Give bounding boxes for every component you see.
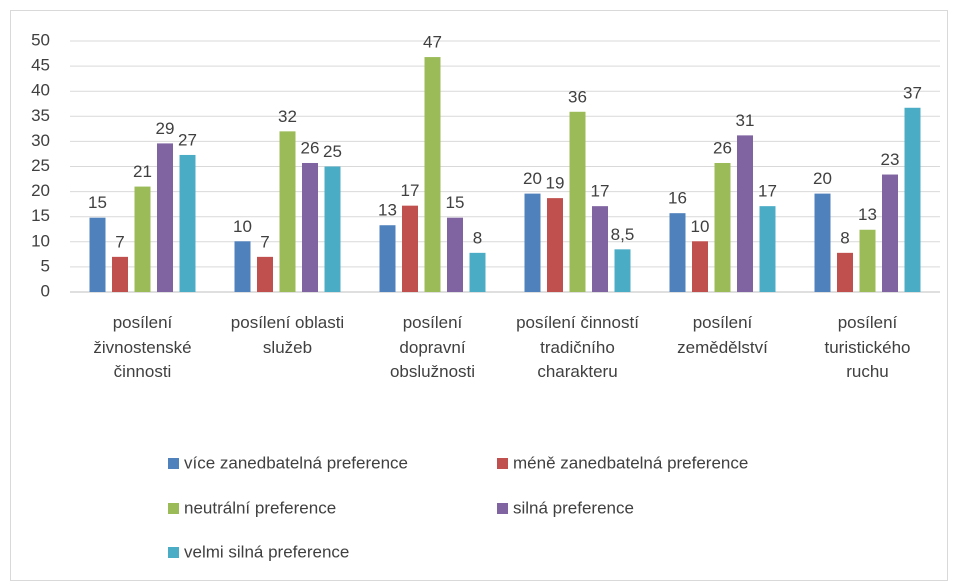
x-tick-label: posílení živnostenské činnosti [93, 313, 192, 381]
legend-swatch [168, 458, 179, 469]
data-label: 26 [301, 138, 320, 157]
bar [279, 131, 296, 292]
data-label: 8,5 [611, 225, 635, 244]
bar [469, 252, 486, 292]
data-label: 8 [473, 228, 482, 247]
bar [569, 111, 586, 292]
bar [592, 206, 608, 292]
data-label: 26 [713, 138, 732, 157]
bar [179, 154, 196, 292]
bar [547, 198, 563, 292]
y-tick-label: 45 [31, 56, 50, 75]
x-tick-label: posílení turistického ruchu [824, 313, 911, 381]
bar [134, 186, 151, 292]
bar [759, 206, 776, 292]
x-tick-label: posílení zemědělství [677, 313, 768, 357]
legend-swatch [497, 503, 508, 514]
y-tick-label: 30 [31, 131, 50, 150]
x-tick-label: posílení činností tradičního charakteru [516, 313, 639, 381]
data-label: 23 [881, 150, 900, 169]
data-label: 10 [691, 217, 710, 236]
x-tick-label: posílení dopravní obslužnosti [389, 313, 476, 381]
data-label: 31 [736, 111, 755, 130]
data-label: 47 [423, 33, 442, 52]
data-label: 17 [401, 181, 420, 200]
data-label: 29 [156, 119, 175, 138]
data-label: 21 [133, 162, 152, 181]
y-tick-label: 35 [31, 106, 50, 125]
data-label: 25 [323, 142, 342, 161]
data-label: 17 [591, 182, 610, 201]
legend-swatch [168, 547, 179, 558]
bar [524, 193, 541, 292]
legend-label: neutrální preference [184, 498, 336, 517]
bar [89, 217, 106, 292]
bar [669, 213, 686, 292]
bar [424, 57, 441, 293]
data-label: 7 [115, 232, 124, 251]
data-label: 15 [88, 193, 107, 212]
bar [447, 217, 463, 292]
y-tick-label: 10 [31, 231, 50, 250]
bar [234, 241, 251, 292]
legend-swatch [497, 458, 508, 469]
bar [112, 256, 128, 292]
data-label: 20 [523, 169, 542, 188]
bar [302, 162, 318, 292]
bar [904, 107, 921, 293]
bar [692, 241, 708, 292]
bar [737, 135, 753, 292]
data-label: 13 [378, 201, 397, 220]
y-tick-label: 15 [31, 206, 50, 225]
bar [157, 143, 173, 292]
legend-label: více zanedbatelná preference [184, 453, 408, 472]
bar [379, 225, 396, 292]
data-label: 13 [858, 205, 877, 224]
bar [859, 229, 876, 292]
bar [714, 162, 731, 292]
bar [882, 174, 898, 292]
x-tick-label: posílení oblasti služeb [230, 313, 345, 357]
data-label: 16 [668, 189, 687, 208]
bar [614, 249, 631, 292]
data-label: 20 [813, 169, 832, 188]
data-label: 37 [903, 83, 922, 102]
y-tick-label: 0 [41, 281, 50, 300]
data-label: 7 [260, 232, 269, 251]
data-label: 17 [758, 182, 777, 201]
y-tick-label: 40 [31, 81, 50, 100]
data-label: 10 [233, 217, 252, 236]
bar [814, 193, 831, 292]
legend-swatch [168, 503, 179, 514]
legend-label: silná preference [513, 498, 634, 517]
data-label: 15 [446, 193, 465, 212]
data-label: 27 [178, 130, 197, 149]
bar [324, 166, 341, 292]
y-tick-label: 25 [31, 156, 50, 175]
chart-frame [10, 10, 948, 581]
legend-label: méně zanedbatelná preference [513, 453, 748, 472]
data-label: 8 [840, 228, 849, 247]
legend-label: velmi silná preference [184, 542, 349, 561]
data-label: 32 [278, 107, 297, 126]
y-tick-label: 20 [31, 181, 50, 200]
y-tick-label: 50 [31, 30, 50, 49]
data-label: 19 [546, 174, 565, 193]
y-tick-label: 5 [41, 256, 50, 275]
bar [402, 205, 418, 292]
data-label: 36 [568, 87, 587, 106]
bar [837, 252, 853, 292]
bar [257, 256, 273, 292]
